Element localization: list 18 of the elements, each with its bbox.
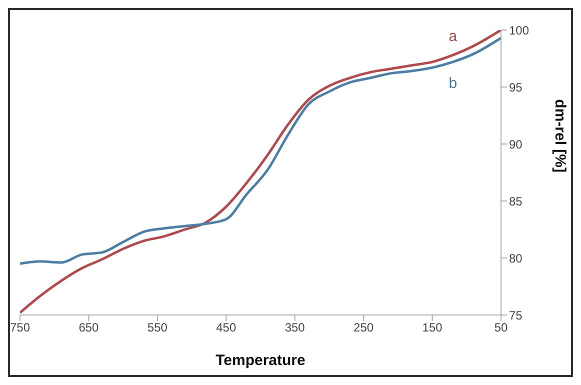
y-tick-label: 95 [509, 80, 523, 94]
x-tick-label: 350 [284, 320, 306, 335]
y-tick-label: 100 [509, 23, 530, 38]
y-tick-label: 80 [509, 251, 523, 266]
x-tick-label: 450 [216, 320, 236, 335]
x-tick-label: 550 [147, 320, 168, 335]
series-label: b [448, 74, 458, 92]
y-tick-label: 75 [509, 308, 523, 322]
y-tick-label: 90 [509, 137, 523, 152]
y-tick-label: 85 [509, 194, 523, 208]
x-axis-title: Temperature [216, 352, 306, 369]
x-tick-label: 750 [10, 320, 30, 335]
x-tick-label: 50 [494, 320, 508, 335]
x-tick-label: 250 [354, 320, 374, 335]
x-tick-label: 150 [422, 320, 443, 335]
x-tick-label: 650 [78, 320, 100, 335]
y-axis-title: dm-rel [%] [552, 99, 569, 172]
series-label: a [448, 28, 458, 46]
